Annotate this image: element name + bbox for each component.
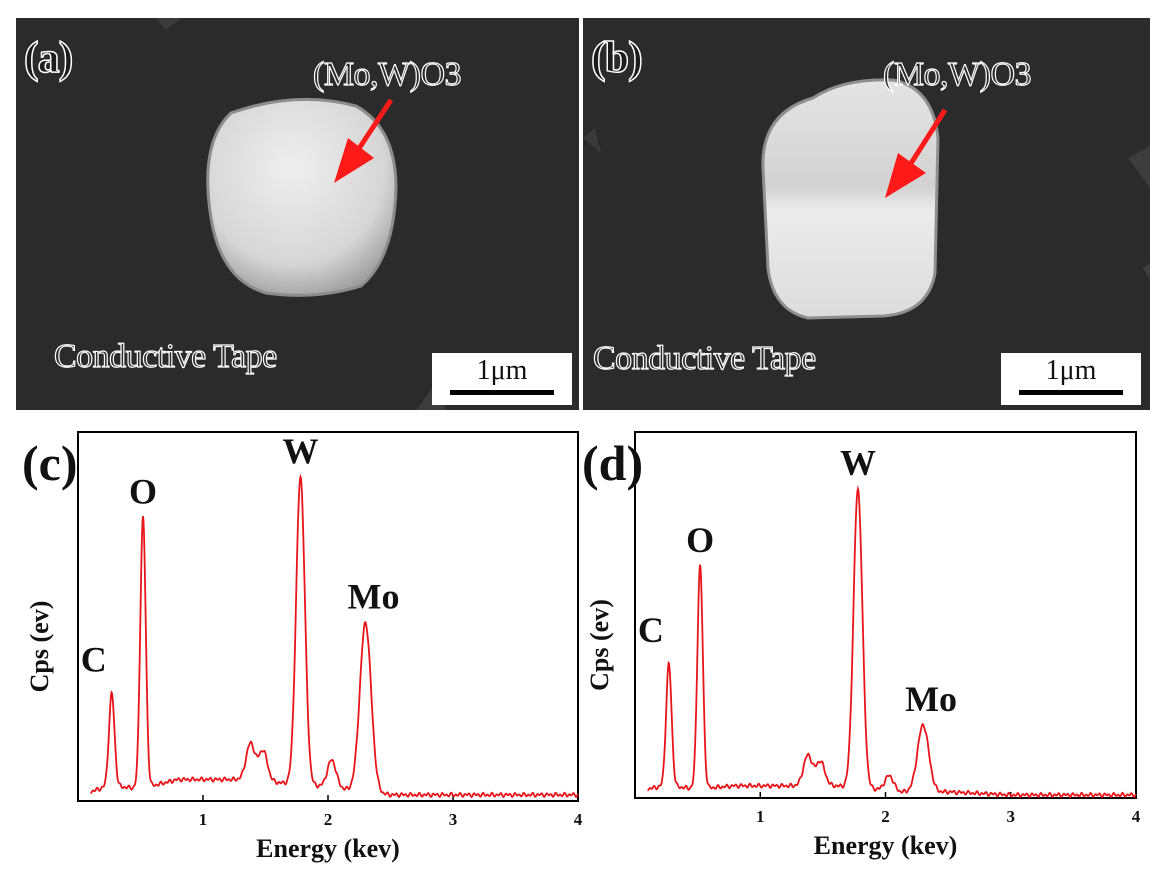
x-tick-label: 3 xyxy=(449,810,458,829)
x-axis-label: Energy (kev) xyxy=(256,834,400,863)
peak-label-w: W xyxy=(840,443,876,483)
peak-label-c: C xyxy=(81,640,107,680)
x-axis-label: Energy (kev) xyxy=(814,831,958,860)
substrate-label-b: Conductive Tape xyxy=(592,339,816,377)
peak-label-o: O xyxy=(129,471,157,511)
y-axis-label: Cps (ev) xyxy=(585,599,614,691)
x-tick-label: 1 xyxy=(756,807,765,826)
particle-b xyxy=(761,78,940,320)
x-tick-label: 3 xyxy=(1007,807,1016,826)
panel-tag-d: (d) xyxy=(582,435,643,491)
sem-image-b: (b) (Mo,W)O3 Conductive Tape 1μm xyxy=(583,18,1150,410)
peak-label-c: C xyxy=(638,610,664,650)
x-tick-label: 4 xyxy=(574,810,583,829)
x-tick-label: 2 xyxy=(324,810,333,829)
compound-label-b: (Mo,W)O3 xyxy=(882,55,1032,93)
panel-tag-c: (c) xyxy=(22,435,78,491)
eds-chart-d: 1 2 3 4 Energy (kev) Cps (ev) (d) C O W Mo xyxy=(582,431,1141,860)
x-tick-label: 2 xyxy=(881,807,890,826)
spectrum-line xyxy=(647,485,1137,799)
scale-bar-a: 1μm xyxy=(432,353,572,405)
substrate-label-a: Conductive Tape xyxy=(53,337,277,375)
compound-label-a: (Mo,W)O3 xyxy=(312,55,462,93)
sem-image-a: (a) (Mo,W)O3 Conductive Tape 1μm xyxy=(16,18,579,410)
peak-label-o: O xyxy=(686,520,714,560)
scale-bar-b: 1μm xyxy=(1001,353,1141,405)
arrow-a xyxy=(353,98,394,155)
panel-tag-b: (b) xyxy=(590,32,643,83)
peak-label-mo: Mo xyxy=(348,577,400,617)
scale-bar-line-b xyxy=(1019,390,1123,395)
peak-label-w: W xyxy=(283,431,319,471)
spectrum-line xyxy=(90,473,579,799)
eds-chart-c: 1 2 3 4 Energy (kev) Cps (ev) (c) C O W Mo xyxy=(22,431,583,863)
peak-label-mo: Mo xyxy=(905,679,957,719)
scale-bar-label-b: 1μm xyxy=(1045,355,1097,386)
x-tick-label: 4 xyxy=(1132,807,1141,826)
plot-frame xyxy=(634,431,1137,799)
scale-bar-label-a: 1μm xyxy=(476,355,528,386)
y-axis-label: Cps (ev) xyxy=(25,601,54,693)
arrow-b xyxy=(905,108,948,170)
panel-tag-a: (a) xyxy=(23,32,74,83)
sem-micrograph-a xyxy=(156,18,446,410)
x-tick-label: 1 xyxy=(199,810,208,829)
sem-micrograph-b xyxy=(583,78,1150,320)
scale-bar-line-a xyxy=(450,390,554,395)
